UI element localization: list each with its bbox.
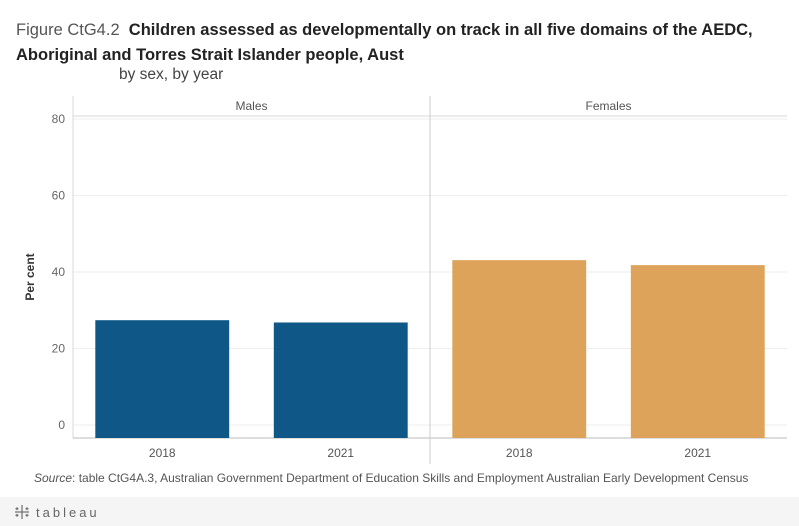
footer-bar: tableau [0,497,799,526]
x-tick-label: 2018 [149,446,176,460]
title-line-1: Figure CtG4.2 Children assessed as devel… [16,18,791,43]
source-label: Source [34,471,73,485]
panel-header-males: Males [235,99,267,113]
tableau-brand-text: tableau [36,504,100,520]
y-tick-label: 40 [52,265,66,279]
title-text-1: Children assessed as developmentally on … [128,21,753,39]
y-axis-label: Per cent [23,253,37,300]
bar-chart: 0 20 40 60 80 Per cent Males 2018 2021 Females 201… [23,96,787,464]
panel-header-females: Females [585,99,631,113]
tableau-logo-icon [15,505,29,519]
y-tick-label: 60 [52,189,66,203]
bar-males-2021 [273,322,408,438]
y-tick-label: 80 [52,112,66,126]
bar-females-2018 [452,260,587,438]
x-tick-label: 2021 [684,446,711,460]
chart-title: Figure CtG4.2 Children assessed as devel… [16,18,791,68]
y-tick-label: 0 [58,418,65,432]
chart-subtitle: by sex, by year [119,66,224,83]
bar-females-2021 [630,265,765,438]
source-text: : table CtG4A.3, Australian Government D… [72,471,749,485]
tableau-logo[interactable]: tableau [14,504,100,520]
source-note: Source: table CtG4A.3, Australian Govern… [34,471,748,485]
bar-males-2018 [95,320,230,438]
title-line-2: Aboriginal and Torres Strait Islander pe… [16,46,404,64]
figure-label: Figure CtG4.2 [16,21,120,39]
x-tick-label: 2021 [327,446,354,460]
y-tick-label: 20 [52,342,66,356]
x-tick-label: 2018 [506,446,533,460]
